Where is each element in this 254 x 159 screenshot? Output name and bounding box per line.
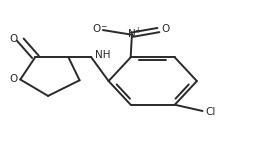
- Text: NH: NH: [95, 49, 110, 59]
- Text: O: O: [161, 24, 169, 34]
- Text: N: N: [128, 29, 135, 39]
- Text: Cl: Cl: [205, 107, 215, 117]
- Text: −: −: [100, 22, 106, 31]
- Text: +: +: [134, 26, 140, 35]
- Text: O: O: [9, 75, 17, 84]
- Text: O: O: [9, 34, 17, 44]
- Text: O: O: [92, 24, 100, 34]
